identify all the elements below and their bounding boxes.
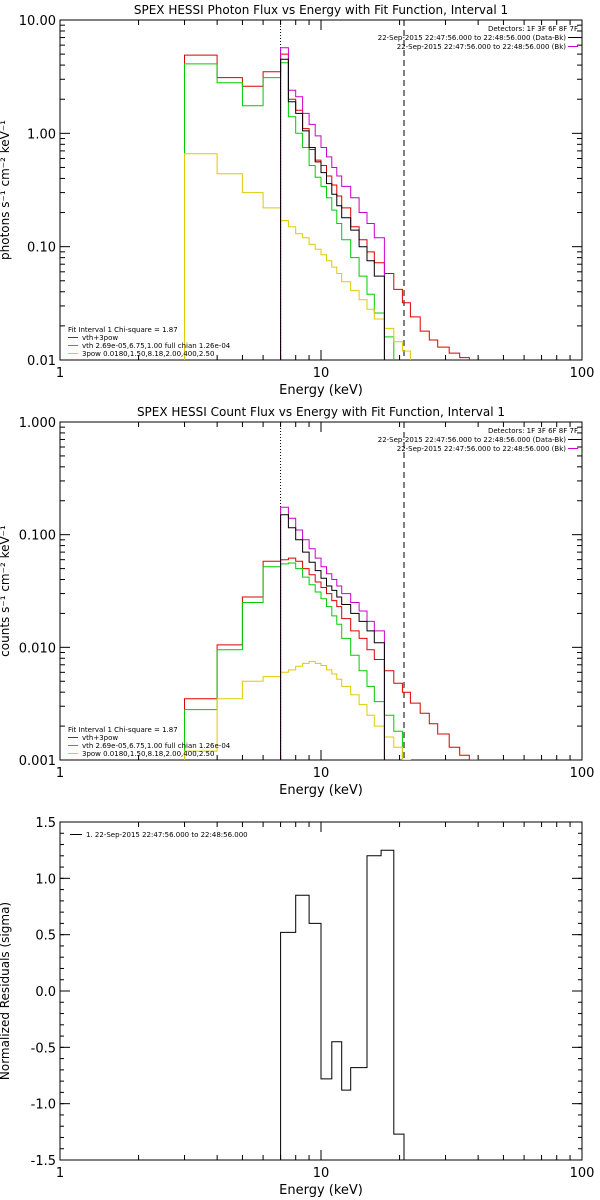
x-tick-label: 1 xyxy=(56,1166,64,1181)
y-tick-label: -1.5 xyxy=(31,1154,56,1169)
top-legend-text: 22-Sep-2015 22:47:56.000 to 22:48:56.000… xyxy=(397,43,567,51)
bottom-legend-text: 3pow 0.0180,1.50,8.18,2.00,400,2.50 xyxy=(82,750,214,758)
x-tick-label: 10 xyxy=(313,1166,330,1181)
y-tick-label: 0.01 xyxy=(27,354,56,369)
y-tick-label: 1.000 xyxy=(19,416,56,431)
series-2-line xyxy=(184,62,395,360)
y-tick-label: -1.0 xyxy=(31,1098,56,1113)
plot-frame xyxy=(59,421,583,761)
y-tick-label: 10.00 xyxy=(19,14,56,29)
series-4-line xyxy=(280,47,385,360)
top-legend-text: Detectors: 1F 3F 6F 8F 7F xyxy=(488,427,578,435)
bottom-legend-text: Fit Interval 1 Chi-square = 1.87 xyxy=(68,726,178,734)
panel-3: 1 10 100 Energy (keV) -1.5 -1.0 -0.5 0.0 0.5 1.0 1… xyxy=(0,816,594,1198)
series-2-line xyxy=(184,562,403,760)
y-tick-label: -0.5 xyxy=(31,1041,56,1056)
top-legend-text: 22-Sep-2015 22:47:56.000 to 22:48:56.000… xyxy=(378,34,567,42)
x-axis-label: Energy (keV) xyxy=(279,383,363,398)
series-3-line xyxy=(184,153,411,360)
y-tick-label: 0.10 xyxy=(27,241,56,256)
x-tick-label: 10 xyxy=(313,366,330,381)
y-axis-label: counts s⁻¹ cm⁻² keV⁻¹ xyxy=(0,525,12,657)
series-1-line xyxy=(184,53,470,360)
x-tick-label: 100 xyxy=(570,766,595,781)
y-tick-label: 1.00 xyxy=(27,127,56,142)
top-legend-text: Detectors: 1F 3F 6F 8F 7F xyxy=(488,25,578,33)
x-tick-label: 100 xyxy=(570,1166,595,1181)
x-tick-label: 100 xyxy=(570,366,595,381)
series-1-line xyxy=(184,557,479,760)
y-axis-label: Normalized Residuals (sigma) xyxy=(0,902,12,1080)
top-legend-text: 22-Sep-2015 22:47:56.000 to 22:48:56.000… xyxy=(378,436,567,444)
series-4-line xyxy=(280,506,385,760)
x-tick-label: 10 xyxy=(313,766,330,781)
residual-legend-text: 1. 22-Sep-2015 22:47:56.000 to 22:48:56.… xyxy=(86,831,248,839)
y-tick-label: 0.100 xyxy=(19,529,56,544)
chart-title: SPEX HESSI Count Flux vs Energy with Fit… xyxy=(137,405,505,419)
bottom-legend-text: vth 2.69e-05,6.75,1.00 full chian 1.26e-… xyxy=(82,342,231,350)
series-1-line xyxy=(280,849,405,1160)
series-3-line xyxy=(184,660,411,760)
x-axis-label: Energy (keV) xyxy=(279,783,363,798)
plot-frame xyxy=(59,19,583,361)
y-tick-label: 0.5 xyxy=(35,929,56,944)
series-5-line xyxy=(280,514,385,760)
bottom-legend-text: Fit Interval 1 Chi-square = 1.87 xyxy=(68,326,178,334)
top-legend-text: 22-Sep-2015 22:47:56.000 to 22:48:56.000… xyxy=(397,445,567,453)
data-area xyxy=(184,506,479,760)
bottom-legend-text: vth+3pow xyxy=(82,734,118,742)
x-axis-label: Energy (keV) xyxy=(279,1183,363,1198)
x-tick-label: 1 xyxy=(56,766,64,781)
y-axis-label: photons s⁻¹ cm⁻² keV⁻¹ xyxy=(0,120,12,260)
data-area xyxy=(184,47,470,360)
y-tick-label: 0.010 xyxy=(19,641,56,656)
bottom-legend-text: 3pow 0.0180,1.50,8.18,2.00,400,2.50 xyxy=(82,350,214,358)
chart-title: SPEX HESSI Photon Flux vs Energy with Fi… xyxy=(134,3,508,17)
series-5-line xyxy=(280,58,385,360)
data-area xyxy=(280,849,405,1160)
y-tick-label: 1.0 xyxy=(35,872,56,887)
y-tick-label: 0.001 xyxy=(19,754,56,769)
bottom-legend-text: vth+3pow xyxy=(82,334,118,342)
y-tick-label: 0.0 xyxy=(35,985,56,1000)
bottom-legend-text: vth 2.69e-05,6.75,1.00 full chian 1.26e-… xyxy=(82,742,231,750)
x-tick-label: 1 xyxy=(56,366,64,381)
panel-1: SPEX HESSI Photon Flux vs Energy with Fi… xyxy=(0,3,594,398)
panel-2: SPEX HESSI Count Flux vs Energy with Fit… xyxy=(0,405,594,798)
y-tick-label: 1.5 xyxy=(35,816,56,831)
